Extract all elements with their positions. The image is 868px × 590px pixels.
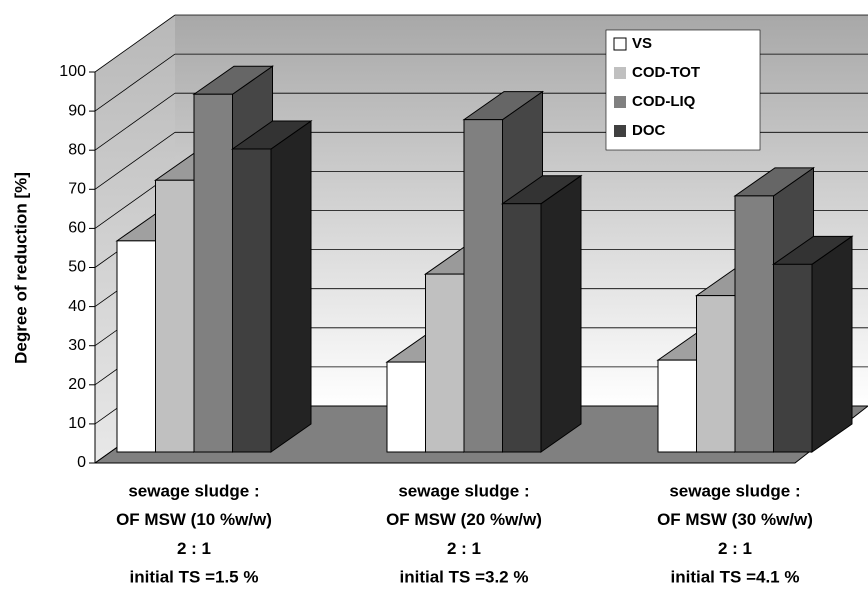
bar-front [696, 295, 736, 453]
bar-front [502, 203, 542, 453]
legend-box [605, 29, 761, 151]
bar-front [734, 195, 774, 453]
y-axis-title: Degree of reduction [%] [11, 172, 30, 364]
x-tick-label: sewage sludge : [669, 481, 800, 500]
bar-side [540, 174, 582, 453]
x-tick-label: 2 : 1 [447, 539, 481, 558]
x-tick-label: OF MSW (10 %w/w) [116, 510, 272, 529]
legend-label: VS [632, 35, 652, 52]
legend-label: COD-TOT [632, 64, 700, 81]
x-tick-label: initial TS =4.1 % [671, 568, 800, 587]
legend-label: COD-LIQ [632, 93, 696, 110]
bar [771, 235, 854, 453]
bar-side [811, 235, 853, 453]
x-tick-label: sewage sludge : [398, 481, 529, 500]
y-tick-label: 50 [68, 259, 86, 276]
y-tick-label: 100 [59, 63, 86, 80]
y-tick-label: 30 [68, 337, 86, 354]
bar-front [425, 273, 465, 453]
grid-line [94, 92, 176, 151]
x-tick-label: sewage sludge : [128, 481, 259, 500]
grid-line [94, 131, 176, 190]
legend: VS COD-TOT COD-LIQ DOC [605, 29, 761, 151]
bar-front [116, 240, 156, 453]
y-tick-label: 40 [68, 298, 86, 315]
x-tick-label: OF MSW (30 %w/w) [657, 510, 813, 529]
x-tick-label: OF MSW (20 %w/w) [386, 510, 542, 529]
y-tick-label: 90 [68, 102, 86, 119]
legend-swatch [614, 96, 626, 108]
bar-side [270, 120, 312, 453]
bar-front [773, 263, 813, 453]
x-tick-label: 2 : 1 [177, 539, 211, 558]
y-tick-label: 0 [77, 454, 86, 471]
bar [500, 174, 583, 453]
grid-line [94, 53, 176, 112]
legend-swatch [614, 67, 626, 79]
bar-front [386, 361, 426, 453]
bar-front [463, 119, 503, 453]
y-tick-label: 60 [68, 220, 86, 237]
bar-front [155, 179, 195, 453]
bar-front [193, 93, 233, 453]
y-tick-label: 10 [68, 415, 86, 432]
grid-line [94, 14, 176, 73]
legend-swatch [613, 37, 627, 51]
legend-swatch [614, 125, 626, 137]
x-tick-label: 2 : 1 [718, 539, 752, 558]
x-tick-label: initial TS =3.2 % [400, 568, 529, 587]
bar-front [657, 359, 697, 453]
legend-label: DOC [632, 122, 666, 139]
y-tick-label: 70 [68, 181, 86, 198]
bar-front [232, 148, 272, 453]
bar [230, 120, 313, 453]
y-tick-label: 80 [68, 141, 86, 158]
y-tick-label: 20 [68, 376, 86, 393]
x-tick-label: initial TS =1.5 % [130, 568, 259, 587]
